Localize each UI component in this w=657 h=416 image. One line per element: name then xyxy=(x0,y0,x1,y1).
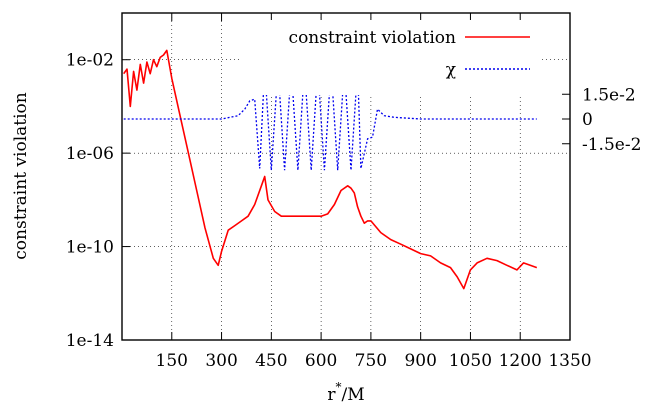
x-axis-title-rest: /M xyxy=(342,385,365,405)
series-layer xyxy=(123,49,538,290)
x-tick-label: 1200 xyxy=(499,351,542,371)
x-axis-title-base: r xyxy=(327,385,336,405)
grid-layer xyxy=(122,13,570,340)
x-axis-title-sup: * xyxy=(336,380,342,394)
legend-label-constraint: constraint violation xyxy=(289,28,456,48)
y-axis-title: constraint violation xyxy=(11,92,31,259)
ticks-layer: 150 300 450 600 750 900 1050 1200 1350 1e-02 1e-06… xyxy=(66,13,641,371)
plot-frame xyxy=(121,12,571,341)
x-tick-label: 1350 xyxy=(548,351,591,371)
x-axis-title: r*/M xyxy=(327,380,364,405)
legend-label-chi: χ xyxy=(446,60,456,80)
x-tick-label: 300 xyxy=(205,351,237,371)
y-tick-label: 1e-06 xyxy=(66,144,114,164)
x-tick-label: 450 xyxy=(255,351,287,371)
y2-tick-label: -1.5e-2 xyxy=(582,135,641,155)
y-tick-label: 1e-10 xyxy=(66,238,114,258)
x-tick-label: 150 xyxy=(156,351,188,371)
y-tick-label: 1e-14 xyxy=(66,331,114,351)
y2-tick-label: 0 xyxy=(582,110,593,130)
x-tick-label: 900 xyxy=(404,351,436,371)
legend-background xyxy=(240,20,540,95)
x-tick-label: 600 xyxy=(305,351,337,371)
y-tick-label: 1e-02 xyxy=(66,51,114,71)
x-tick-label: 750 xyxy=(355,351,387,371)
x-tick-label: 1050 xyxy=(449,351,492,371)
y2-tick-label: 1.5e-2 xyxy=(582,85,636,105)
series-constraint-violation-line xyxy=(123,49,538,290)
legend: constraint violation χ xyxy=(240,20,540,95)
